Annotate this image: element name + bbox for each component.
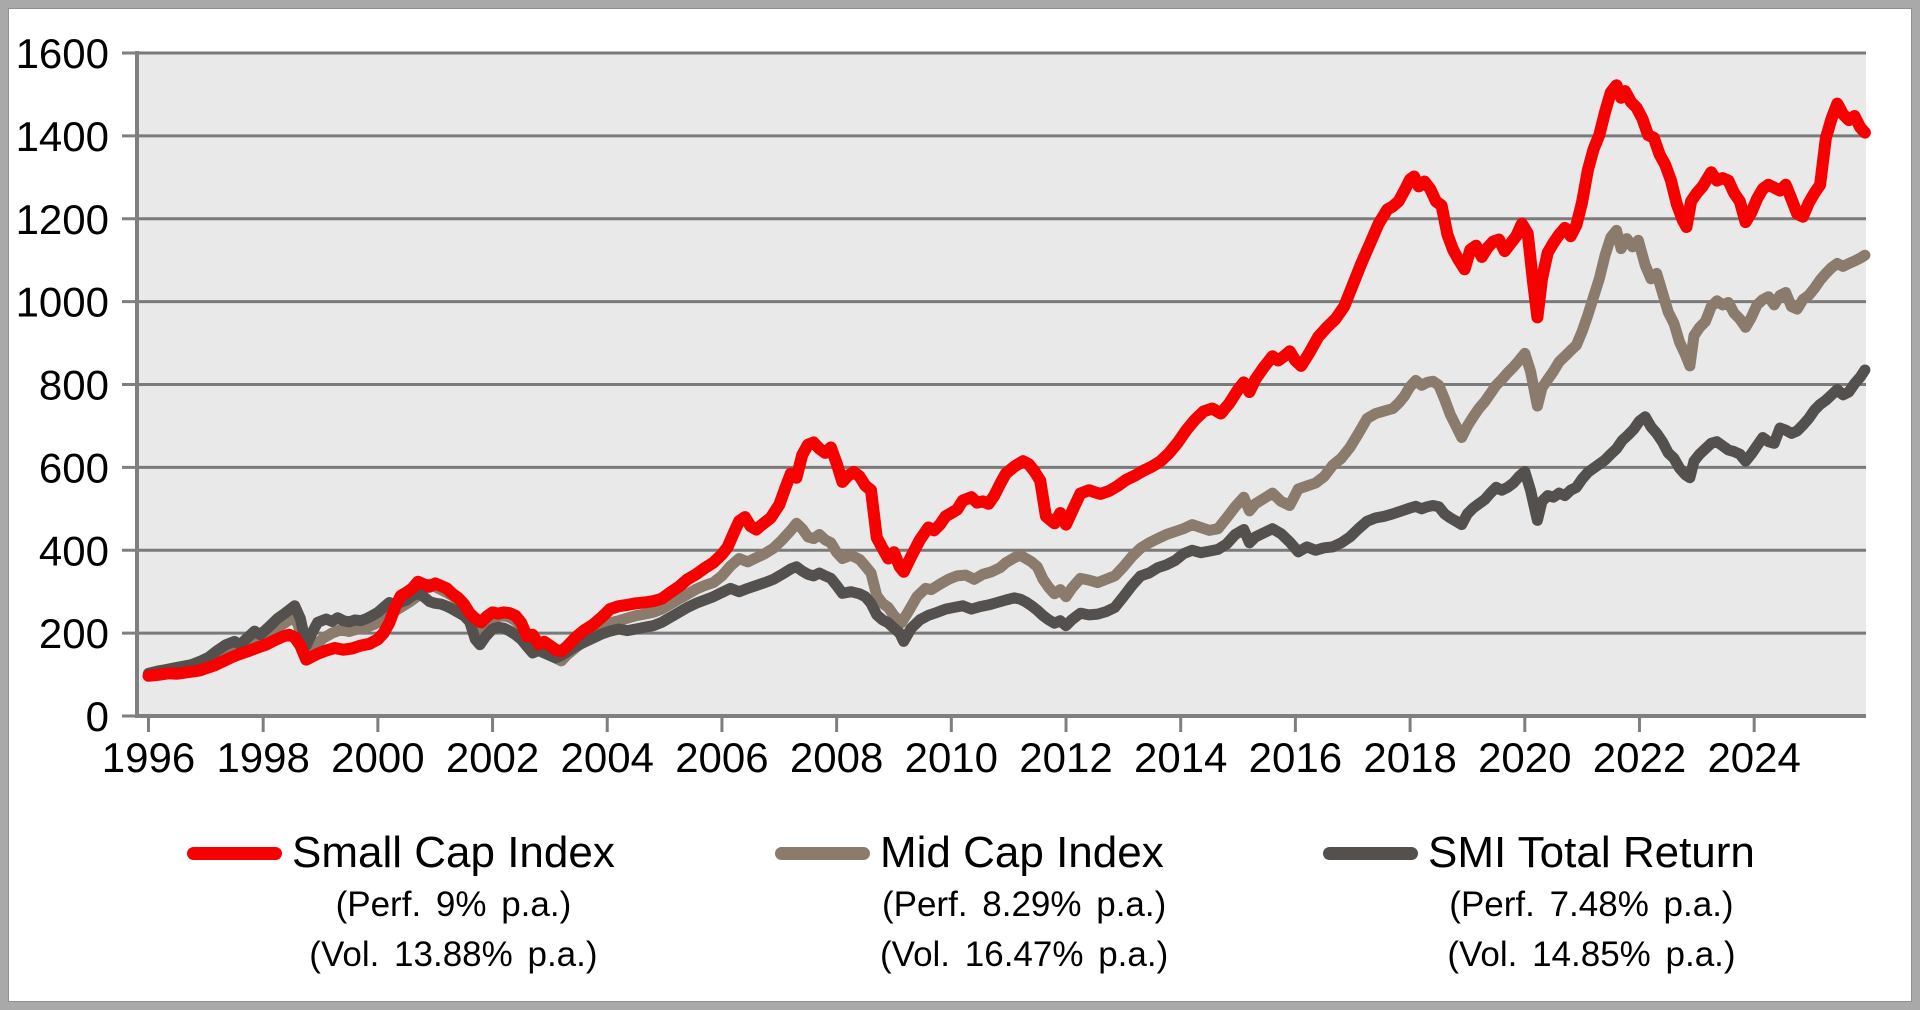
x-tick-label: 1996 <box>102 734 195 781</box>
series-line-small-cap-index <box>142 79 1871 682</box>
x-tick-label: 1998 <box>216 734 309 781</box>
x-tick-label: 2016 <box>1249 734 1342 781</box>
x-tick-label: 2000 <box>331 734 424 781</box>
y-tick-label: 1200 <box>16 196 109 243</box>
x-tick-label: 2002 <box>446 734 539 781</box>
x-tick-label: 2020 <box>1478 734 1571 781</box>
y-tick-label: 600 <box>39 444 109 491</box>
x-tick-label: 2010 <box>905 734 998 781</box>
x-tick-label: 2022 <box>1593 734 1686 781</box>
x-tick-label: 2018 <box>1363 734 1456 781</box>
y-tick-label: 200 <box>39 610 109 657</box>
x-tick-label: 2024 <box>1707 734 1800 781</box>
x-tick-label: 2012 <box>1019 734 1112 781</box>
y-tick-label: 0 <box>86 693 109 740</box>
series-line-smi-total-return <box>143 364 1871 679</box>
y-tick-label: 1000 <box>16 279 109 326</box>
y-tick-label: 400 <box>39 527 109 574</box>
x-tick-label: 2014 <box>1134 734 1227 781</box>
x-tick-label: 2004 <box>561 734 654 781</box>
x-tick-label: 2008 <box>790 734 883 781</box>
y-tick-label: 1400 <box>16 113 109 160</box>
y-tick-label: 1600 <box>16 30 109 77</box>
x-tick-label: 2006 <box>675 734 768 781</box>
y-tick-label: 800 <box>39 362 109 409</box>
